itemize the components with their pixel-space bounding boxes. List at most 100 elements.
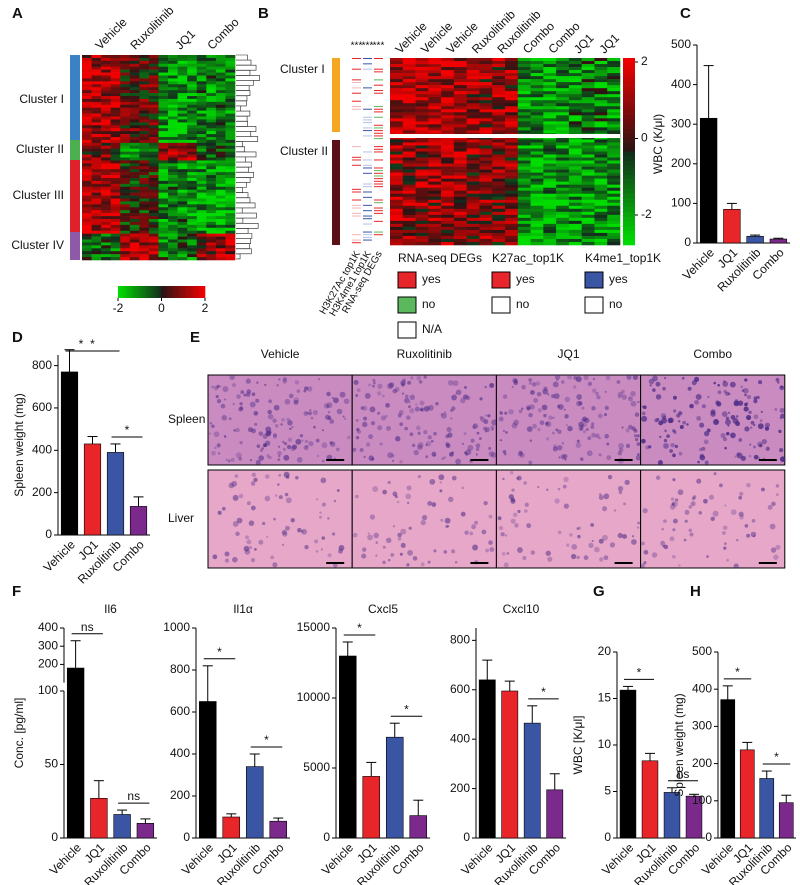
bar	[136, 822, 155, 839]
heatmap-cell	[581, 142, 595, 146]
colorbar-cell	[131, 286, 134, 298]
heatmap-cell	[215, 201, 226, 205]
heatmap-cell	[139, 248, 150, 252]
heatmap-cell	[101, 178, 111, 182]
heatmap-cell	[607, 151, 621, 155]
heatmap-cell	[129, 254, 140, 258]
heatmap-cell	[517, 223, 531, 228]
heatmap-cell	[120, 60, 131, 65]
heatmap-cell	[402, 124, 416, 128]
heatmap-cell	[607, 205, 621, 210]
nucleus	[293, 397, 300, 404]
track-mark	[374, 183, 383, 185]
heatmap-cell	[466, 115, 480, 119]
heatmap-cell	[215, 81, 226, 85]
heatmap-cell	[594, 238, 608, 243]
heatmap-cell	[428, 163, 442, 167]
heatmap-cell	[594, 214, 608, 219]
heatmap-cell	[556, 193, 570, 198]
track-mark	[363, 122, 372, 124]
nucleus	[243, 545, 250, 552]
colorbar-cell	[623, 160, 635, 166]
nucleus	[296, 389, 301, 393]
nucleus	[213, 431, 220, 438]
nucleus	[413, 449, 419, 456]
nucleus	[661, 527, 665, 531]
heatmap-cell	[177, 189, 188, 193]
nucleus	[516, 476, 520, 480]
heatmap-cell	[168, 151, 178, 155]
heatmap-cell	[390, 70, 404, 74]
track-mark	[352, 204, 361, 206]
heatmap-cell	[581, 163, 595, 167]
heatmap-cell	[91, 216, 102, 220]
heatmap-cell	[129, 131, 140, 135]
nucleus	[563, 476, 569, 483]
nucleus	[277, 451, 282, 456]
heatmap-cell	[187, 78, 198, 82]
heatmap-cell	[581, 226, 595, 231]
nucleus	[648, 445, 652, 449]
heatmap-cell	[187, 257, 198, 261]
heatmap-cell	[581, 235, 595, 240]
heatmap-cell	[581, 187, 595, 192]
heatmap-cell	[492, 175, 506, 179]
heatmap-cell	[148, 90, 159, 94]
nucleus	[264, 495, 271, 502]
heatmap-cell	[177, 107, 188, 111]
heatmap-cell	[110, 148, 121, 152]
nucleus	[254, 547, 257, 551]
heatmap-cell	[492, 235, 506, 240]
heatmap-cell	[177, 151, 188, 155]
heatmap-cell	[594, 157, 608, 161]
heatmap-cell	[82, 192, 92, 196]
nucleus	[501, 552, 506, 556]
heatmap-cell	[215, 78, 226, 82]
nucleus	[368, 434, 374, 440]
heatmap-cell	[505, 136, 519, 140]
heatmap-cell	[453, 94, 467, 98]
heatmap-cell	[225, 101, 236, 106]
heatmap-cell	[428, 196, 442, 201]
heatmap-cell	[543, 202, 557, 207]
significance-label: *	[541, 685, 546, 699]
bar	[723, 209, 741, 244]
heatmap-cell	[168, 148, 178, 152]
heatmap-cell	[530, 130, 544, 134]
panel-letter: G	[593, 583, 605, 600]
colorbar-cell	[623, 62, 635, 68]
heatmap-cell	[568, 151, 582, 155]
heatmap-cell	[505, 148, 519, 152]
heatmap-cell	[453, 115, 467, 119]
heatmap-cell	[390, 238, 404, 243]
nucleus	[618, 490, 623, 495]
heatmap-cell	[225, 139, 236, 144]
heatmap-cell	[196, 163, 207, 167]
heatmap-cell	[556, 217, 570, 222]
nucleus	[733, 400, 740, 407]
nucleus	[583, 375, 589, 381]
nucleus	[405, 493, 411, 500]
heatmap-cell	[225, 78, 236, 82]
heatmap-cell	[415, 223, 429, 228]
heatmap-cell	[568, 229, 582, 234]
heatmap-cell	[517, 241, 531, 246]
nucleus	[408, 401, 411, 404]
heatmap-cell	[428, 115, 442, 119]
heatmap-cell	[441, 88, 455, 92]
panel-letter: B	[258, 5, 269, 22]
heatmap-cell	[120, 224, 131, 229]
heatmap-cell	[196, 175, 207, 179]
heatmap-cell	[556, 211, 570, 216]
colorbar-cell	[623, 230, 635, 236]
heatmap-cell	[453, 76, 467, 80]
heatmap-cell	[196, 239, 207, 243]
nucleus	[642, 508, 648, 514]
nucleus	[640, 563, 645, 568]
heatmap-cell	[530, 181, 544, 185]
heatmap-cell	[453, 226, 467, 231]
heatmap-cell	[206, 251, 217, 255]
nucleus	[738, 438, 743, 442]
heatmap-cell	[556, 187, 570, 192]
heatmap-cell	[110, 151, 121, 155]
